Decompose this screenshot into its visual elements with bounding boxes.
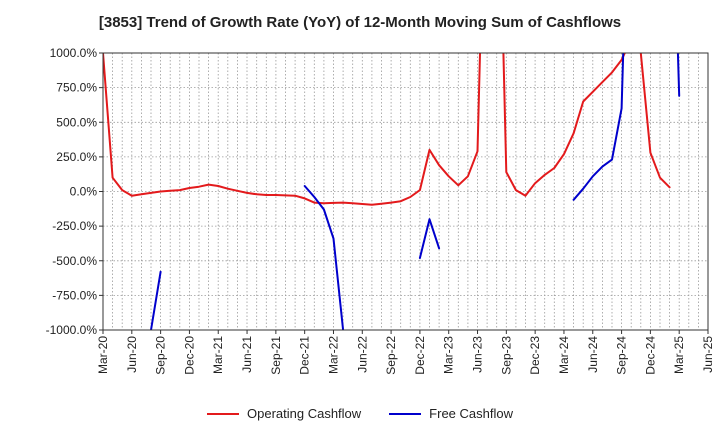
y-tick-label: -250.0% — [52, 219, 97, 233]
y-tick-label: -1000.0% — [46, 323, 98, 337]
y-tick-label: 250.0% — [56, 150, 97, 164]
y-tick-label: -750.0% — [52, 288, 97, 302]
series-line-free — [150, 270, 162, 330]
y-tick-label: -500.0% — [52, 254, 97, 268]
legend-label-operating: Operating Cashflow — [247, 406, 362, 421]
x-tick-label: Jun-20 — [125, 336, 139, 373]
x-tick-label: Mar-21 — [211, 336, 225, 374]
x-tick-label: Sep-24 — [615, 336, 629, 375]
legend: Operating Cashflow Free Cashflow — [0, 406, 720, 421]
x-tick-label: Jun-25 — [701, 336, 715, 373]
x-tick-label: Jun-24 — [586, 336, 600, 373]
legend-item-free: Free Cashflow — [389, 406, 513, 421]
x-tick-label: Dec-23 — [528, 336, 542, 375]
series-line-free — [572, 53, 625, 201]
x-tick-label: Dec-22 — [413, 336, 427, 375]
y-axis: 1000.0% 750.0% 500.0% 250.0% 0.0% -250.0% -500… — [46, 46, 103, 337]
legend-item-operating: Operating Cashflow — [207, 406, 361, 421]
legend-swatch-operating — [207, 412, 239, 415]
grid — [103, 53, 708, 330]
x-tick-label: Sep-21 — [269, 336, 283, 375]
x-tick-label: Mar-22 — [326, 336, 340, 374]
series-layer — [103, 53, 681, 330]
x-tick-label: Mar-24 — [557, 336, 571, 374]
x-tick-label: Mar-25 — [672, 336, 686, 374]
series-line-operating — [103, 53, 671, 206]
y-tick-label: 0.0% — [70, 185, 98, 199]
series-line-free — [303, 185, 345, 330]
chart-title: [3853] Trend of Growth Rate (YoY) of 12-… — [98, 14, 622, 31]
y-tick-label: 750.0% — [56, 81, 97, 95]
x-tick-label: Sep-20 — [154, 336, 168, 375]
x-axis: Mar-20 Jun-20 Sep-20 Dec-20 Mar-21 Jun-21 Sep-… — [96, 330, 715, 375]
x-tick-label: Dec-21 — [298, 336, 312, 375]
x-tick-label: Sep-22 — [384, 336, 398, 375]
legend-swatch-free — [389, 412, 422, 415]
x-tick-label: Mar-23 — [442, 336, 456, 374]
x-tick-label: Mar-20 — [96, 336, 110, 374]
legend-label-free: Free Cashflow — [429, 406, 513, 421]
x-tick-label: Dec-20 — [182, 336, 196, 375]
x-tick-label: Jun-21 — [240, 336, 254, 373]
x-tick-label: Jun-23 — [471, 336, 485, 373]
x-tick-label: Sep-23 — [499, 336, 513, 375]
y-tick-label: 500.0% — [56, 115, 97, 129]
series-line-free — [418, 218, 441, 259]
x-tick-label: Dec-24 — [643, 336, 657, 375]
x-tick-label: Jun-22 — [355, 336, 369, 373]
y-tick-label: 1000.0% — [50, 46, 98, 60]
